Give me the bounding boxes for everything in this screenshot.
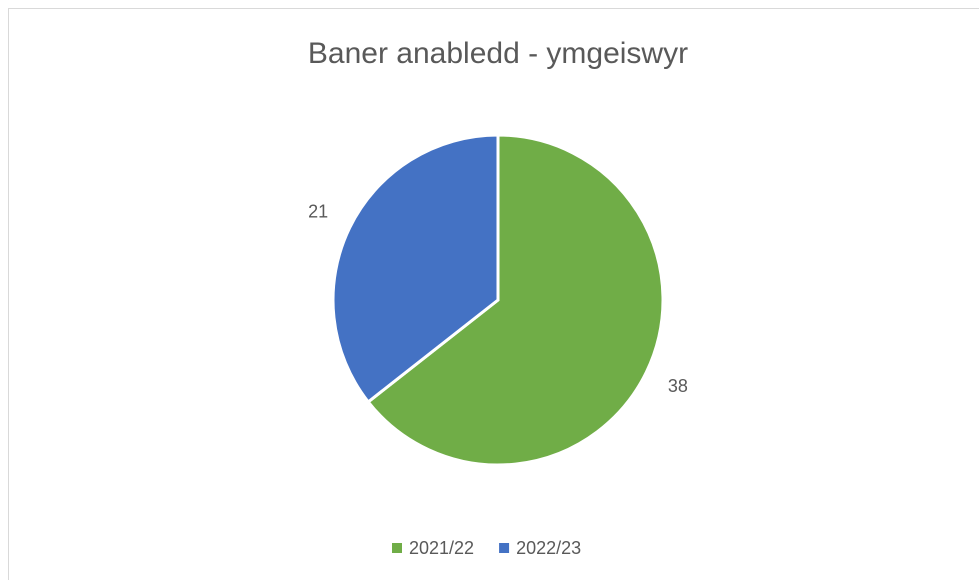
legend-label: 2021/22 <box>409 538 474 558</box>
legend-label: 2022/23 <box>516 538 581 558</box>
pie-slice <box>366 133 665 467</box>
pie-slice <box>331 133 500 404</box>
data-label: 38 <box>668 376 688 396</box>
legend-swatch <box>499 543 510 553</box>
chart-title: Baner anabledd - ymgeiswyr <box>308 37 688 70</box>
data-label: 21 <box>308 201 328 221</box>
legend-swatch <box>392 543 402 553</box>
